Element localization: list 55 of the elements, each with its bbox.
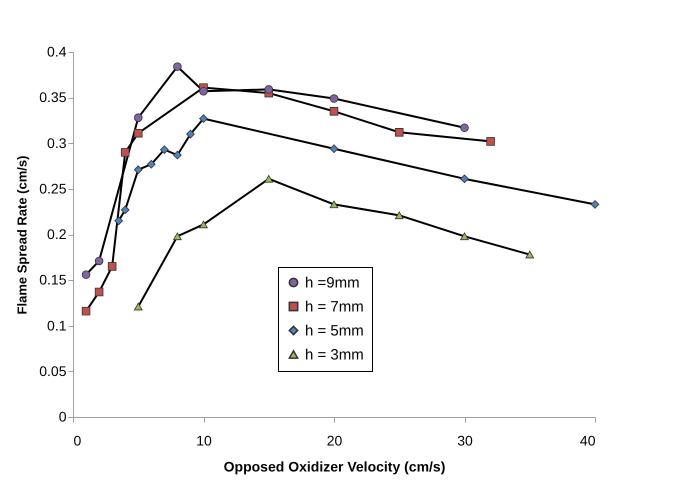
point: [173, 62, 182, 71]
y-tick-label: 0: [58, 408, 67, 424]
point: [394, 212, 404, 220]
x-tick-label: 30: [457, 432, 473, 448]
point: [134, 113, 143, 122]
y-tick-label: 0.4: [47, 44, 67, 60]
x-tick-label: 20: [326, 432, 342, 448]
point: [460, 232, 469, 240]
y-tick-label: 0.1: [47, 317, 67, 334]
y-axis-title: Flame Spread Rate (cm/s): [14, 156, 30, 314]
point: [460, 174, 469, 184]
point: [330, 94, 338, 103]
point: [199, 114, 208, 123]
point: [82, 306, 90, 316]
y-tick-label: 0.15: [39, 272, 67, 288]
point: [460, 123, 469, 132]
point: [120, 206, 130, 214]
y-tick-label: 0.05: [39, 362, 67, 379]
point: [173, 150, 182, 160]
point: [486, 137, 495, 146]
point: [264, 175, 274, 183]
y-tick-label: 0.35: [39, 89, 67, 106]
x-tick-label: 40: [580, 432, 596, 448]
point: [199, 220, 208, 228]
point: [199, 86, 208, 96]
x-tick-label: 0: [74, 432, 82, 448]
legend-label: h = 3mm: [305, 346, 364, 364]
point: [147, 160, 156, 169]
point: [94, 288, 104, 296]
point: [264, 85, 274, 94]
point: [108, 262, 116, 271]
point: [134, 165, 143, 174]
x-tick-label: 10: [196, 432, 212, 448]
point: [160, 145, 169, 154]
x-axis-title: Opposed Oxidizer Velocity (cm/s): [224, 458, 446, 474]
y-tick-label: 0.3: [47, 134, 67, 151]
point: [330, 107, 338, 116]
point: [330, 200, 338, 208]
legend-label: h = 5mm: [305, 322, 364, 340]
point: [120, 148, 130, 157]
point: [590, 200, 600, 209]
point: [82, 270, 90, 279]
point: [134, 302, 143, 310]
point: [173, 232, 182, 240]
legend-label: h =9mm: [305, 274, 360, 292]
point: [394, 128, 404, 137]
point: [94, 256, 104, 266]
point: [330, 144, 338, 153]
y-tick-label: 0.2: [47, 226, 67, 242]
point: [525, 250, 534, 258]
y-tick-label: 0.25: [39, 180, 67, 196]
point: [134, 128, 143, 138]
point: [186, 130, 195, 138]
legend-label: h = 7mm: [305, 298, 364, 316]
point: [114, 216, 123, 226]
